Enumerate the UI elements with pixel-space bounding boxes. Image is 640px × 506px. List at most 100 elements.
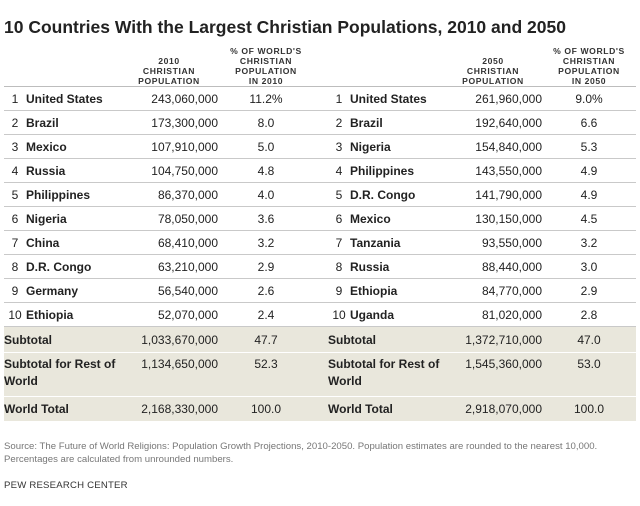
share-2010: 2.6 (218, 278, 314, 303)
rank-2050: 2 (328, 110, 350, 135)
header-line: CHRISTIAN (239, 56, 293, 66)
column-gap (314, 230, 328, 255)
rank-2050: 5 (328, 182, 350, 207)
country-2050: Mexico (350, 206, 444, 231)
header-line: CHRISTIAN (142, 66, 196, 76)
population-2050: 88,440,000 (444, 254, 542, 279)
population-2010: 104,750,000 (120, 158, 218, 183)
country-2050: Tanzania (350, 230, 444, 255)
rank-2050: 6 (328, 206, 350, 231)
population-2010: 243,060,000 (120, 86, 218, 111)
summary-population-2010: 1,134,650,000 (120, 352, 218, 397)
header-line: POPULATION (558, 66, 620, 76)
summary-row: World Total 2,168,330,000 100.0 World Total… (4, 396, 636, 421)
population-2010: 63,210,000 (120, 254, 218, 279)
share-2050: 3.2 (542, 230, 636, 255)
table-row: 3 Mexico 107,910,000 5.0 3 Nigeria 154,840,000… (4, 134, 636, 159)
share-2050: 4.5 (542, 206, 636, 231)
table-header: 2010 CHRISTIAN POPULATION % OF WORLD'S CHRI… (4, 46, 636, 87)
table-row: 5 Philippines 86,370,000 4.0 5 D.R. Congo 141,… (4, 182, 636, 207)
column-gap (314, 352, 328, 397)
summary-label-2010: Subtotal for Rest of World (4, 352, 120, 397)
summary-population-2050: 2,918,070,000 (444, 396, 542, 421)
summary-label-2050: Subtotal for Rest of World (328, 352, 444, 397)
country-2010: Ethiopia (26, 302, 120, 327)
column-gap (314, 86, 328, 111)
country-2010: United States (26, 86, 120, 111)
summary-population-2050: 1,545,360,000 (444, 352, 542, 397)
share-2010: 2.4 (218, 302, 314, 327)
header-line: POPULATION (462, 76, 524, 86)
header-line: CHRISTIAN (466, 66, 520, 76)
credit: PEW RESEARCH CENTER (4, 480, 128, 491)
header-rank-2050 (328, 46, 350, 87)
country-2050: Brazil (350, 110, 444, 135)
rank-2010: 2 (4, 110, 26, 135)
country-2010: Mexico (26, 134, 120, 159)
summary-share-2010: 52.3 (218, 352, 314, 397)
share-2010: 4.8 (218, 158, 314, 183)
rank-2010: 8 (4, 254, 26, 279)
share-2050: 3.0 (542, 254, 636, 279)
header-line: POPULATION (235, 66, 297, 76)
header-line: IN 2010 (248, 76, 284, 86)
population-2050: 84,770,000 (444, 278, 542, 303)
population-2010: 107,910,000 (120, 134, 218, 159)
header-pct-2050: % OF WORLD'S CHRISTIAN POPULATION IN 2050 (542, 46, 636, 87)
column-gap (314, 182, 328, 207)
share-2050: 4.9 (542, 158, 636, 183)
column-gap (314, 302, 328, 327)
christian-population-table: 2010 CHRISTIAN POPULATION % OF WORLD'S CHRI… (4, 46, 636, 421)
country-2050: Ethiopia (350, 278, 444, 303)
column-gap (314, 110, 328, 135)
population-2050: 130,150,000 (444, 206, 542, 231)
country-2010: Nigeria (26, 206, 120, 231)
share-2050: 4.9 (542, 182, 636, 207)
rank-2010: 10 (4, 302, 26, 327)
share-2010: 3.6 (218, 206, 314, 231)
rank-2050: 7 (328, 230, 350, 255)
country-2050: Russia (350, 254, 444, 279)
column-gap (314, 278, 328, 303)
share-2010: 2.9 (218, 254, 314, 279)
summary-share-2050: 47.0 (542, 326, 636, 353)
country-2050: Nigeria (350, 134, 444, 159)
population-2050: 143,550,000 (444, 158, 542, 183)
rank-2010: 3 (4, 134, 26, 159)
table-row: 7 China 68,410,000 3.2 7 Tanzania 93,550,000 3.… (4, 230, 636, 255)
header-gap (314, 46, 328, 87)
population-2050: 93,550,000 (444, 230, 542, 255)
chart-title: 10 Countries With the Largest Christian … (4, 17, 566, 37)
country-2050: United States (350, 86, 444, 111)
rank-2050: 9 (328, 278, 350, 303)
summary-label-2010: World Total (4, 396, 120, 421)
table-row: 6 Nigeria 78,050,000 3.6 6 Mexico 130,150,000 4… (4, 206, 636, 231)
column-gap (314, 254, 328, 279)
header-country (26, 46, 120, 87)
rank-2050: 3 (328, 134, 350, 159)
population-2010: 86,370,000 (120, 182, 218, 207)
column-gap (314, 396, 328, 421)
share-2010: 8.0 (218, 110, 314, 135)
summary-population-2050: 1,372,710,000 (444, 326, 542, 353)
column-gap (314, 326, 328, 353)
source-note: Source: The Future of World Religions: P… (4, 441, 598, 465)
summary-row: Subtotal for Rest of World 1,134,650,000 5… (4, 352, 636, 397)
population-2010: 68,410,000 (120, 230, 218, 255)
country-2050: Philippines (350, 158, 444, 183)
country-2010: China (26, 230, 120, 255)
share-2010: 11.2% (218, 86, 314, 111)
rank-2050: 10 (328, 302, 350, 327)
header-line: CHRISTIAN (562, 56, 616, 66)
rank-2050: 1 (328, 86, 350, 111)
country-2050: D.R. Congo (350, 182, 444, 207)
summary-population-2010: 1,033,670,000 (120, 326, 218, 353)
table-row: 8 D.R. Congo 63,210,000 2.9 8 Russia 88,440,00… (4, 254, 636, 279)
header-pop-2010: 2010 CHRISTIAN POPULATION (120, 46, 218, 87)
population-2010: 56,540,000 (120, 278, 218, 303)
population-2010: 52,070,000 (120, 302, 218, 327)
header-line: 2050 (482, 56, 504, 66)
rank-2010: 1 (4, 86, 26, 111)
header-rank (4, 46, 26, 87)
population-2050: 192,640,000 (444, 110, 542, 135)
